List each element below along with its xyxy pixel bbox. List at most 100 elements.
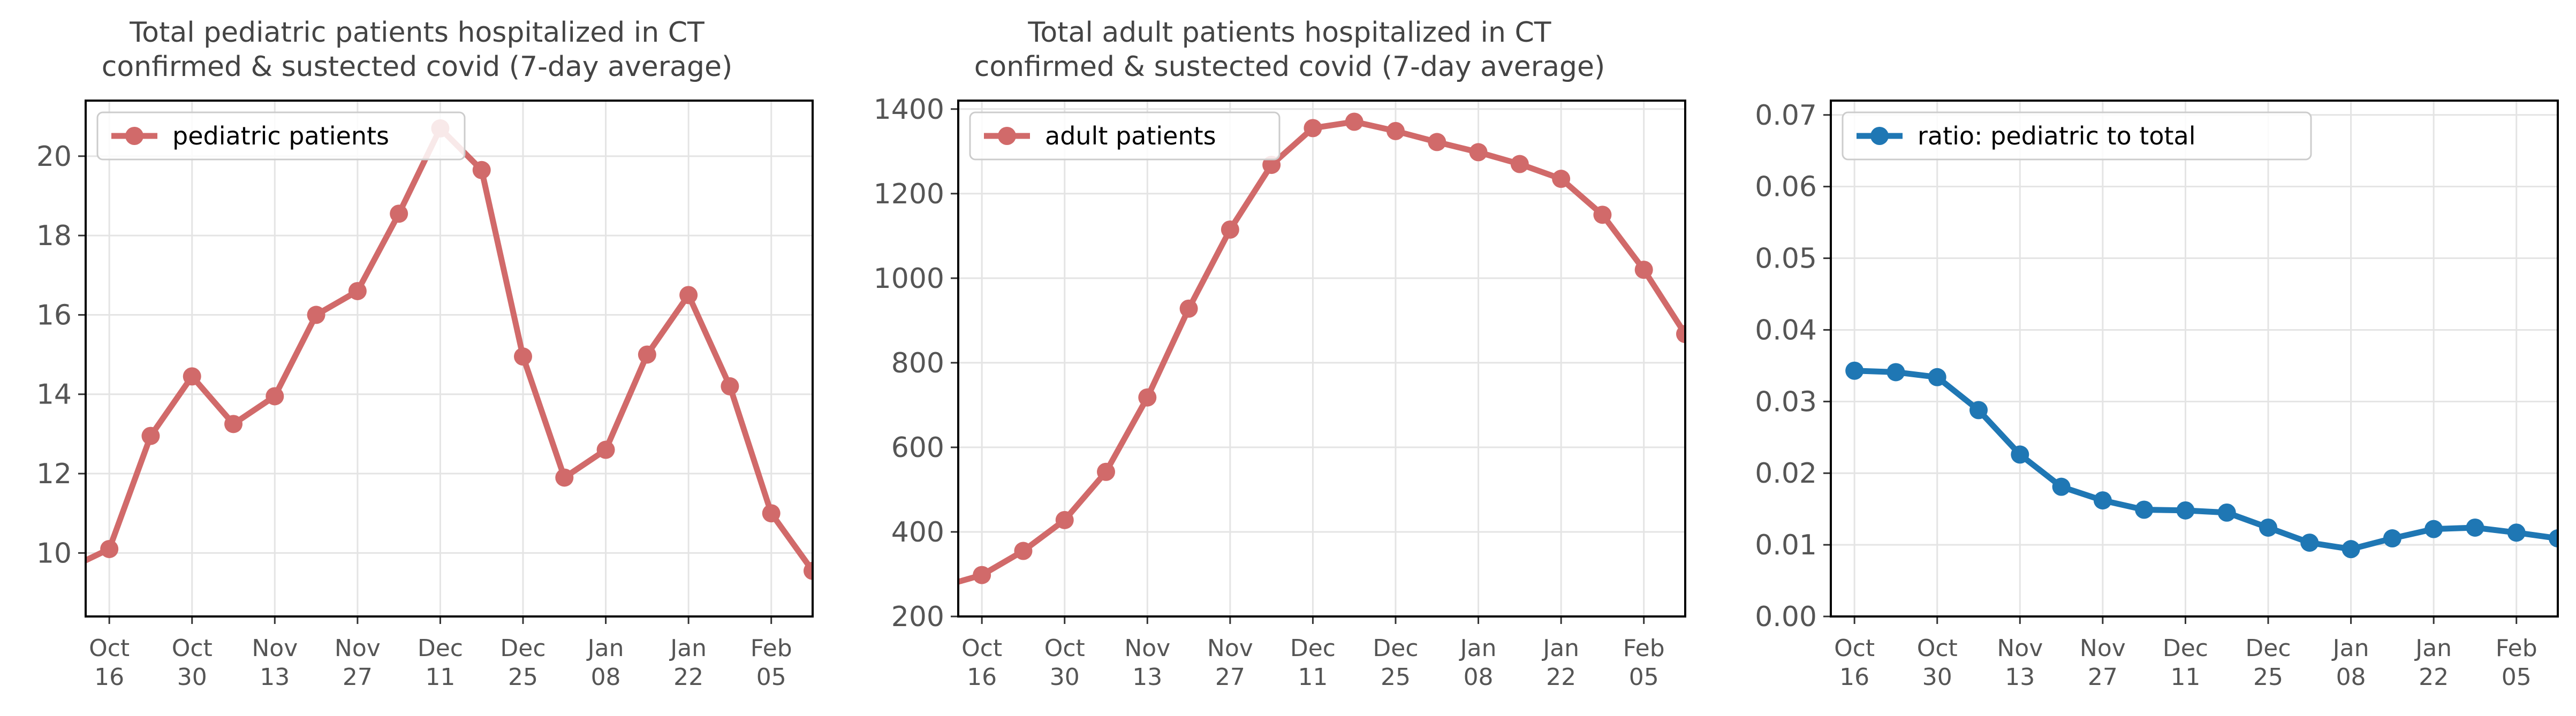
y-tick-label: 200 (891, 601, 944, 633)
x-tick-label: Jan 08 (2331, 635, 2369, 691)
y-tick-label: 0.04 (1755, 314, 1817, 346)
x-tick-label: Oct 30 (1044, 635, 1085, 691)
x-tick-label: Nov 13 (1997, 635, 2043, 691)
legend-label: pediatric patients (172, 121, 389, 150)
x-tick-label: Jan 22 (2414, 635, 2452, 691)
y-tick-label: 400 (891, 516, 944, 549)
data-point (973, 566, 991, 584)
data-point (2011, 445, 2029, 464)
legend-box (969, 111, 1281, 161)
legend-swatch-marker (125, 127, 143, 145)
x-tick-label: Jan 22 (669, 635, 707, 691)
y-tick-label: 1000 (874, 263, 944, 295)
axes-frame (85, 100, 814, 618)
data-point (2466, 518, 2484, 537)
x-tick-label: Feb 05 (751, 635, 792, 691)
data-point (224, 415, 243, 433)
y-tick-label: 0.01 (1755, 529, 1817, 561)
y-tick-label: 14 (36, 379, 72, 411)
data-point (514, 347, 533, 366)
data-point (2259, 518, 2278, 537)
legend-swatch-marker (1870, 127, 1889, 145)
data-point (1634, 261, 1653, 279)
data-point (266, 387, 284, 406)
chart-panel-3: 0.00 0.01 0.02 0.03 0.04 0.05 0.06 0.07 Oct 16 Oct… (1755, 100, 2559, 691)
y-tick-label: 0.07 (1755, 100, 1817, 132)
data-point (1179, 299, 1198, 318)
y-tick-label: 16 (36, 299, 72, 331)
x-tick-label: Jan 08 (1459, 635, 1497, 691)
data-point (348, 281, 367, 300)
data-point (1510, 155, 1529, 173)
data-point (2217, 503, 2236, 522)
data-point (804, 561, 813, 580)
chart-title: Total pediatric patients hospitalized in… (102, 17, 733, 83)
x-tick-label: Nov 27 (2080, 635, 2126, 691)
y-tick-label: 1200 (874, 178, 944, 210)
chart-title: Total adult patients hospitalized in CT c… (974, 17, 1605, 83)
data-point (1428, 133, 1446, 151)
y-tick-label: 20 (36, 141, 72, 173)
y-tick-label: 0.06 (1755, 171, 1817, 203)
data-point (762, 504, 781, 523)
x-tick-label: Feb 05 (1623, 635, 1665, 691)
data-point (1969, 401, 1988, 420)
data-point (638, 345, 656, 364)
series-3-1 (1845, 361, 2558, 559)
data-point (1676, 325, 1685, 344)
y-tick-label: 0.00 (1755, 601, 1817, 633)
x-tick-label: Nov 13 (1124, 635, 1170, 691)
x-tick-label: Oct 16 (961, 635, 1002, 691)
data-point (1552, 170, 1571, 188)
data-point (2549, 529, 2558, 548)
data-point (2093, 491, 2112, 510)
data-point (1304, 119, 1322, 138)
y-tick-label: 600 (891, 432, 944, 464)
data-point (1345, 112, 1363, 131)
data-point (390, 204, 408, 223)
data-point (2342, 540, 2360, 559)
x-tick-label: Dec 25 (1373, 635, 1418, 691)
data-point (100, 539, 119, 558)
series-2-1 (958, 112, 1685, 585)
data-point (2425, 520, 2443, 538)
data-point (1014, 542, 1033, 560)
y-tick-label: 0.05 (1755, 243, 1817, 275)
x-tick-label: Oct 16 (89, 635, 130, 691)
data-point (472, 161, 491, 179)
axes-frame (957, 100, 1686, 618)
chart-panel-1: Total pediatric patients hospitalized in… (36, 17, 814, 691)
series-line (1851, 368, 2558, 552)
legend-box (1842, 111, 2312, 161)
x-tick-label: Nov 13 (252, 635, 298, 691)
x-tick-label: Oct 30 (172, 635, 213, 691)
x-tick-label: Dec 11 (2163, 635, 2208, 691)
x-tick-label: Dec 11 (418, 635, 463, 691)
data-point (1262, 156, 1281, 174)
data-point (141, 426, 160, 445)
data-point (2052, 477, 2071, 496)
data-point (1097, 462, 1116, 481)
data-point (1886, 363, 1905, 382)
y-tick-label: 0.02 (1755, 458, 1817, 490)
x-tick-label: Oct 30 (1917, 635, 1958, 691)
x-tick-label: Jan 22 (1541, 635, 1579, 691)
data-point (1387, 121, 1405, 140)
data-point (183, 367, 201, 386)
data-point (721, 377, 739, 395)
data-point (2135, 500, 2154, 519)
data-point (2383, 529, 2401, 548)
y-tick-label: 1400 (874, 94, 944, 126)
data-point (2300, 534, 2319, 552)
series-1-1 (86, 119, 813, 580)
x-tick-label: Dec 11 (1290, 635, 1336, 691)
axes-frame (1830, 100, 2559, 618)
x-tick-label: Nov 27 (335, 635, 381, 691)
data-point (1469, 143, 1488, 162)
data-point (307, 306, 325, 324)
legend-box (96, 111, 466, 161)
y-tick-label: 10 (36, 537, 72, 569)
data-point (2176, 501, 2195, 520)
data-point (2507, 523, 2526, 542)
